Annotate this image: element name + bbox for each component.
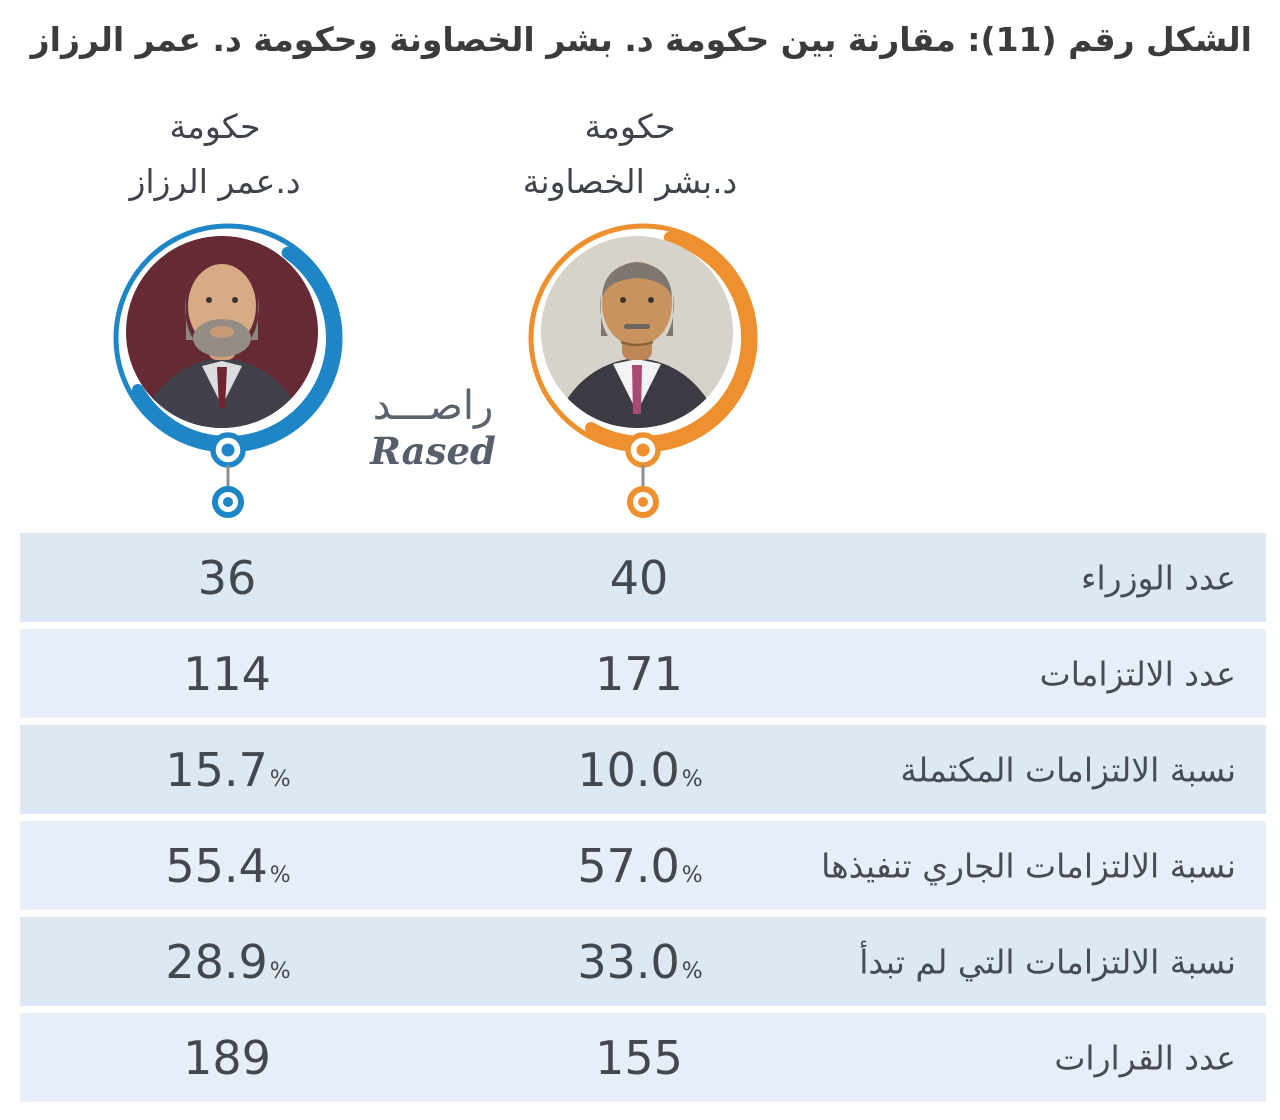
row-label: عدد الوزراء bbox=[1080, 558, 1236, 597]
table-row-inprogress-pct: 55.4% 57.0% نسبة الالتزامات الجاري تنفيذ… bbox=[20, 821, 1266, 910]
rased-logo-latin: Rased bbox=[370, 429, 496, 473]
row-label: عدد القرارات bbox=[1054, 1038, 1236, 1077]
table-row-completed-pct: 15.7% 10.0% نسبة الالتزامات المكتملة bbox=[20, 725, 1266, 814]
row-label: عدد الالتزامات bbox=[1039, 654, 1236, 693]
khasawneh-value: 33.0% bbox=[577, 934, 703, 989]
portrait-medallion-khasawneh bbox=[513, 208, 773, 523]
khasawneh-value: 171 bbox=[595, 646, 683, 701]
khasawneh-value: 10.0% bbox=[577, 742, 703, 797]
column-header-khasawneh: حكومة د.بشر الخصاونة bbox=[470, 110, 790, 198]
table-row-commitments: 114 171 عدد الالتزامات bbox=[20, 629, 1266, 718]
pin-connector-razzaz bbox=[210, 432, 246, 518]
table-row-decisions: 189 155 عدد القرارات bbox=[20, 1013, 1266, 1102]
portrait-razzaz-photo bbox=[113, 223, 343, 518]
razzaz-value: 28.9% bbox=[165, 934, 291, 989]
portrait-khasawneh-photo bbox=[528, 223, 758, 518]
table-row-notstarted-pct: 28.9% 33.0% نسبة الالتزامات التي لم تبدأ bbox=[20, 917, 1266, 1006]
razzaz-value: 189 bbox=[183, 1030, 271, 1085]
rased-logo: راصـــد Rased bbox=[348, 383, 518, 473]
rased-logo-arabic: راصـــد bbox=[372, 383, 495, 429]
column-header-razzaz-line2: د.عمر الرزاز bbox=[129, 162, 301, 201]
row-label: نسبة الالتزامات الجاري تنفيذها bbox=[821, 846, 1236, 885]
khasawneh-value: 57.0% bbox=[577, 838, 703, 893]
khasawneh-value: 155 bbox=[595, 1030, 683, 1085]
khasawneh-value: 40 bbox=[609, 550, 669, 605]
column-header-khasawneh-line2: د.بشر الخصاونة bbox=[522, 162, 738, 201]
portrait-medallion-razzaz bbox=[98, 208, 358, 523]
table-row-ministers: 36 40 عدد الوزراء bbox=[20, 533, 1266, 622]
comparison-table: 36 40 عدد الوزراء 114 171 عدد الالتزامات… bbox=[20, 533, 1266, 1109]
razzaz-value: 114 bbox=[183, 646, 271, 701]
row-label: نسبة الالتزامات التي لم تبدأ bbox=[859, 942, 1236, 981]
accent-crescent bbox=[131, 246, 338, 449]
column-header-razzaz: حكومة د.عمر الرزاز bbox=[55, 110, 375, 198]
row-label: نسبة الالتزامات المكتملة bbox=[900, 750, 1236, 789]
razzaz-value: 55.4% bbox=[165, 838, 291, 893]
column-header-razzaz-line1: حكومة bbox=[169, 107, 261, 146]
razzaz-value: 36 bbox=[197, 550, 257, 605]
figure-title: الشكل رقم (11): مقارنة بين حكومة د. بشر … bbox=[30, 20, 1252, 59]
column-header-khasawneh-line1: حكومة bbox=[584, 107, 676, 146]
razzaz-value: 15.7% bbox=[165, 742, 291, 797]
pin-connector-khasawneh bbox=[625, 432, 661, 518]
